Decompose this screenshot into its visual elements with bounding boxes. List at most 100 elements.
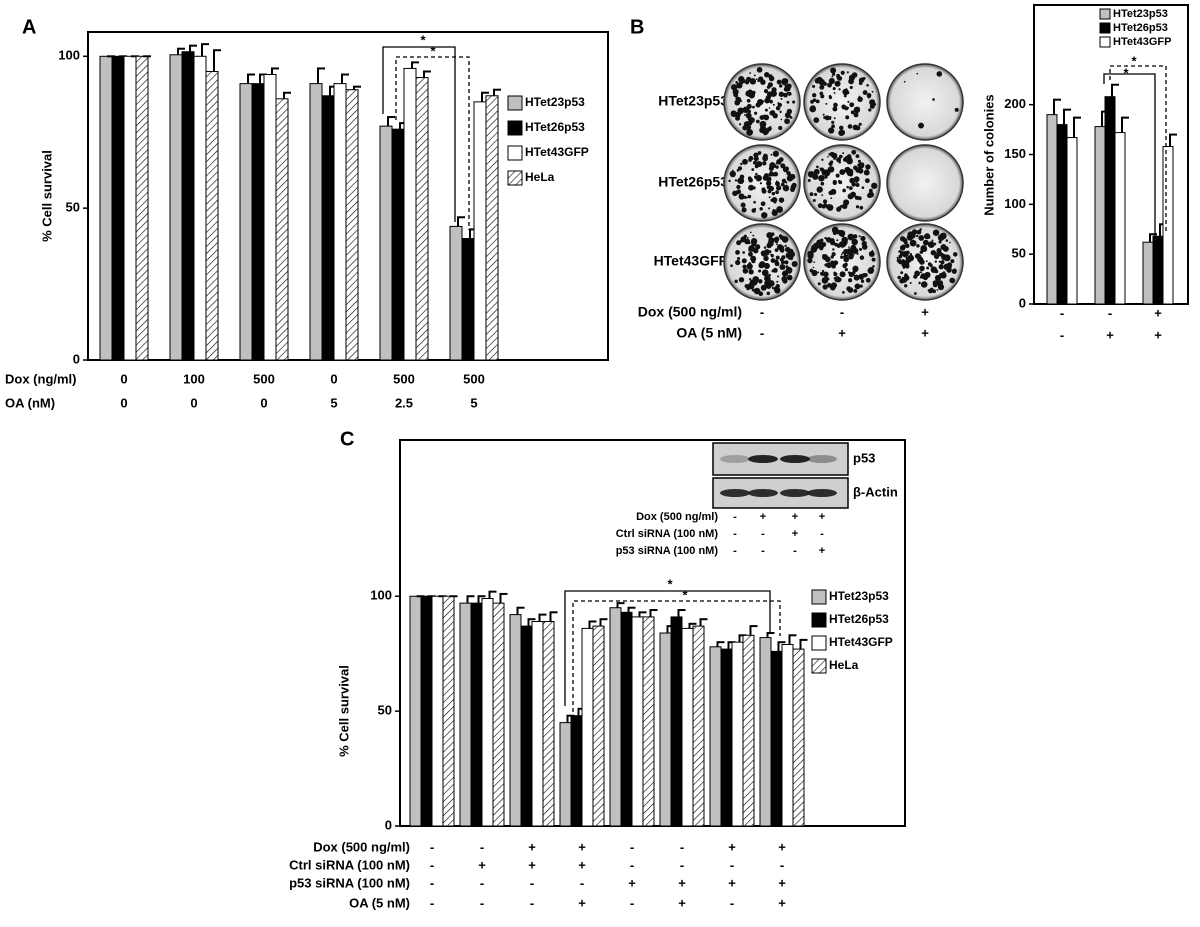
colony	[744, 113, 746, 116]
colony	[863, 273, 868, 277]
colony	[740, 202, 746, 208]
colony	[749, 252, 753, 256]
colony	[769, 162, 776, 169]
bar	[592, 625, 605, 827]
dish	[886, 63, 964, 141]
condition-value: 500	[253, 371, 275, 386]
inset-condition-value: +	[792, 511, 798, 523]
condition-value: -	[840, 304, 844, 319]
colony	[831, 263, 836, 269]
colony	[838, 154, 843, 159]
condition-value: -	[430, 857, 434, 872]
bar	[759, 637, 772, 827]
colony	[848, 246, 850, 248]
significance-star: *	[1123, 65, 1129, 80]
colony	[759, 182, 763, 185]
colony	[765, 249, 770, 254]
colony	[855, 205, 860, 209]
error-bar	[493, 88, 501, 96]
colony	[899, 278, 905, 284]
colony	[859, 80, 862, 83]
condition-value: -	[530, 895, 534, 910]
colony	[775, 190, 779, 195]
colony	[770, 253, 773, 256]
colony	[812, 98, 817, 102]
colony	[782, 278, 788, 284]
colony	[940, 272, 947, 279]
colony	[896, 256, 899, 259]
colony	[853, 240, 856, 243]
colony	[751, 168, 755, 171]
condition-value: +	[578, 895, 586, 910]
colony	[788, 251, 796, 258]
bar	[420, 595, 433, 827]
colony	[949, 277, 956, 284]
condition-value: +	[478, 857, 486, 872]
colony	[844, 106, 849, 111]
bar	[275, 98, 289, 361]
colony	[855, 183, 860, 188]
colony	[735, 115, 741, 121]
bar	[1152, 235, 1164, 305]
colony	[775, 105, 781, 111]
colony	[827, 156, 829, 158]
colony	[845, 88, 848, 91]
colony	[838, 129, 845, 137]
y-tick-label: 50	[378, 703, 392, 718]
colony-dish	[886, 223, 964, 301]
colony	[933, 231, 937, 235]
condition-value: -	[760, 304, 764, 319]
colony	[834, 80, 841, 87]
colony	[930, 250, 937, 256]
colony	[747, 89, 753, 95]
colony	[854, 195, 859, 200]
error-bar	[799, 638, 808, 650]
error-bar	[488, 590, 497, 599]
colony	[822, 199, 828, 204]
bar	[1066, 137, 1078, 305]
colony	[776, 280, 779, 283]
blot-band	[807, 489, 837, 497]
colony	[859, 247, 863, 251]
colony	[755, 172, 758, 176]
colony	[900, 271, 904, 275]
condition-value: +	[838, 325, 846, 340]
condition-value: -	[430, 839, 434, 854]
condition-value: +	[528, 857, 536, 872]
condition-value: 500	[393, 371, 415, 386]
colony	[950, 259, 955, 264]
colony	[786, 246, 790, 250]
colony	[771, 191, 776, 196]
error-bar	[616, 602, 625, 608]
bar	[492, 602, 505, 827]
colony	[936, 71, 943, 77]
colony	[949, 241, 951, 244]
colony	[836, 157, 842, 163]
colony	[762, 161, 767, 166]
bar	[403, 67, 417, 361]
colony	[899, 245, 906, 251]
colony	[830, 255, 834, 259]
y-tick-label: 50	[66, 200, 80, 215]
colony	[926, 266, 930, 270]
legend-label: HeLa	[525, 170, 555, 184]
inset-condition-value: +	[819, 511, 825, 523]
condition-value: +	[778, 895, 786, 910]
significance-bracket	[395, 56, 470, 230]
bar	[531, 621, 544, 827]
colony	[772, 103, 775, 106]
condition-value: -	[760, 325, 764, 340]
colony	[755, 119, 760, 124]
colony	[747, 117, 752, 122]
colony	[905, 243, 910, 249]
colony	[823, 81, 827, 86]
colony	[952, 252, 958, 257]
row-label: HTet23p53	[658, 93, 728, 109]
colony	[749, 231, 752, 234]
colony	[768, 92, 772, 96]
colony	[784, 118, 790, 125]
colony	[820, 94, 825, 99]
colony	[756, 66, 763, 73]
colony	[758, 279, 763, 284]
colony	[864, 178, 870, 184]
